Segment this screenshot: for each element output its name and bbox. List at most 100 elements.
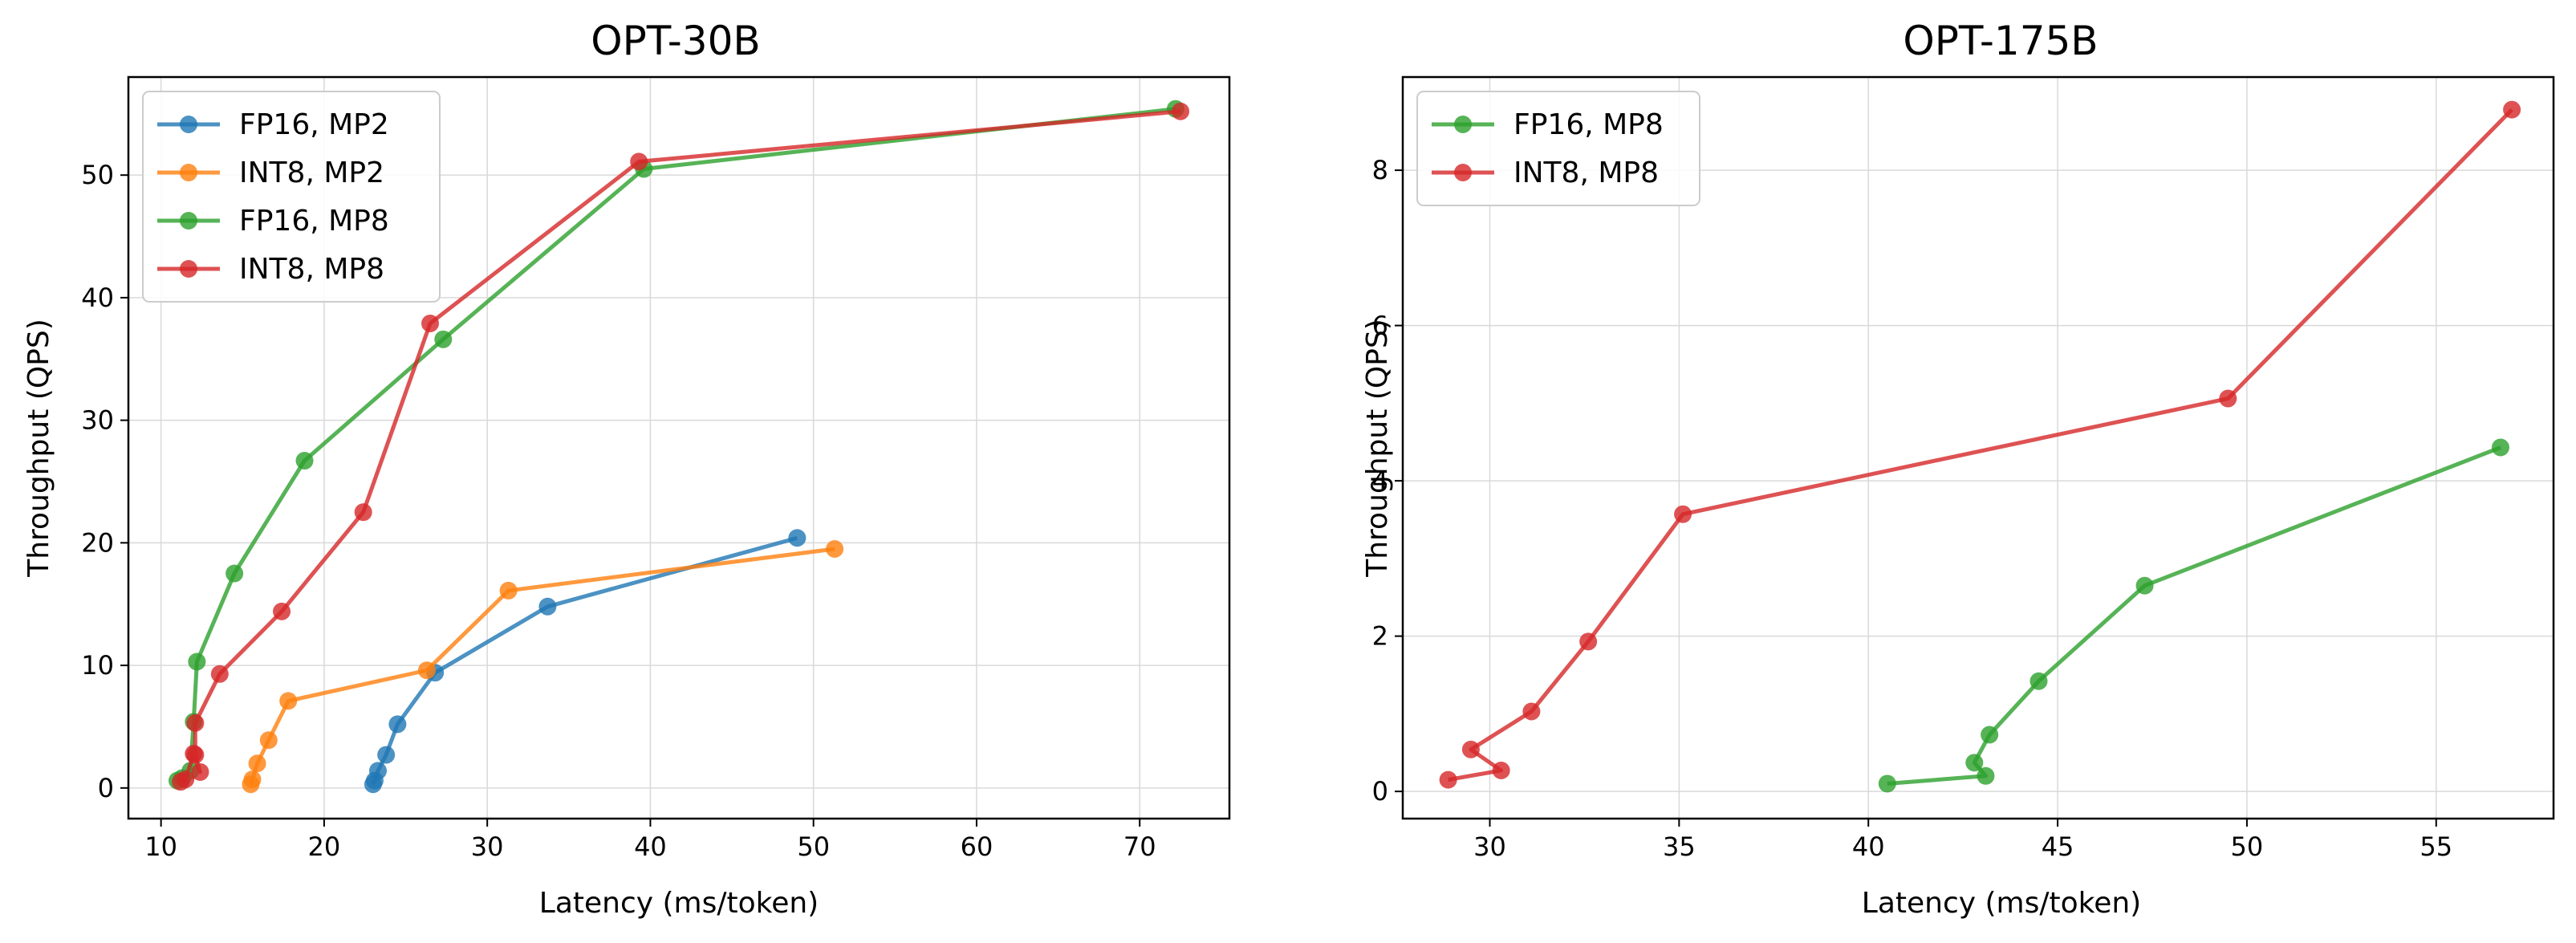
data-point — [243, 770, 262, 789]
data-point — [368, 762, 387, 780]
y-tick-label: 30 — [81, 405, 114, 436]
legend-marker — [180, 260, 197, 278]
series-int8-mp2 — [242, 540, 844, 794]
data-point — [188, 652, 206, 671]
data-point — [1439, 770, 1457, 789]
y-tick-label: 10 — [81, 650, 114, 681]
chart-opt-175b: OPT-175B 30 35 40 45 50 55 0 2 4 6 8 Latency (ms/t… — [1361, 18, 2555, 920]
data-point — [826, 540, 844, 558]
series-line — [1448, 108, 2513, 782]
legend-box — [142, 91, 441, 303]
data-point — [2491, 438, 2509, 457]
data-point — [279, 692, 298, 710]
y-axis-label: Throughput (QPS) — [1361, 319, 1394, 578]
data-point — [226, 564, 244, 583]
data-point — [1579, 632, 1598, 651]
x-tick-label: 45 — [2042, 831, 2074, 862]
legend-item: FP16, MP8 — [1432, 108, 1664, 141]
x-tick-label: 10 — [144, 831, 177, 862]
legend-marker — [180, 212, 197, 230]
x-axis-label: Latency (ms/token) — [539, 887, 819, 920]
y-axis-label: Throughput (QPS) — [22, 319, 55, 578]
series-int8-mp8 — [172, 102, 1190, 791]
legend-item: INT8, MP8 — [157, 253, 384, 286]
x-tick-label: 20 — [308, 831, 341, 862]
data-point — [248, 754, 266, 773]
legend: FP16, MP2 INT8, MP2 FP16, MP8 INT8, MP8 — [142, 91, 441, 303]
legend-item: INT8, MP2 — [157, 156, 384, 189]
data-point — [417, 661, 436, 680]
chart-title: OPT-30B — [591, 18, 760, 64]
data-point — [538, 597, 557, 616]
data-point — [273, 602, 291, 620]
data-point — [421, 314, 440, 332]
y-tick-label: 8 — [1372, 155, 1388, 185]
data-point — [499, 581, 518, 600]
data-point — [1461, 740, 1480, 758]
data-point — [1878, 774, 1896, 793]
x-tick-label: 60 — [961, 831, 993, 862]
data-point — [2030, 672, 2048, 690]
legend-label: FP16, MP8 — [1514, 108, 1664, 141]
legend-item: INT8, MP8 — [1432, 156, 1659, 189]
legend-marker — [180, 164, 197, 181]
legend-label: FP16, MP8 — [239, 205, 389, 238]
legend-label: INT8, MP2 — [239, 156, 384, 189]
chart-title: OPT-175B — [1903, 18, 2098, 64]
y-tick-label: 0 — [98, 773, 114, 803]
data-point — [1172, 102, 1190, 120]
series-fp16-mp2 — [364, 529, 807, 794]
legend-marker — [1454, 164, 1472, 181]
y-tick-label: 2 — [1372, 621, 1388, 652]
data-point — [434, 330, 453, 348]
data-point — [186, 746, 205, 764]
data-point — [259, 731, 278, 750]
data-point — [788, 529, 807, 547]
plot-frame — [1401, 75, 2555, 820]
data-point — [177, 770, 195, 789]
data-point — [354, 503, 372, 522]
data-point — [1977, 766, 1995, 785]
data-point — [210, 665, 229, 683]
x-tick-label: 35 — [1663, 831, 1696, 862]
legend-item: FP16, MP8 — [157, 205, 389, 238]
data-point — [630, 152, 648, 171]
series-layer — [1439, 100, 2521, 793]
legend: FP16, MP8 INT8, MP8 — [1416, 91, 1700, 206]
data-point — [1522, 702, 1541, 721]
x-tick-label: 40 — [1852, 831, 1885, 862]
series-line — [249, 547, 835, 786]
y-tick-label: 20 — [81, 527, 114, 558]
plot-frame — [127, 75, 1231, 820]
x-tick-label: 50 — [2231, 831, 2264, 862]
x-tick-label: 40 — [634, 831, 667, 862]
data-point — [377, 746, 396, 764]
x-tick-label: 30 — [1473, 831, 1506, 862]
y-tick-label: 6 — [1372, 311, 1388, 341]
series-fp16-mp8 — [1878, 438, 2509, 793]
data-point — [1674, 505, 1692, 523]
x-tick-label: 30 — [471, 831, 504, 862]
y-tick-label: 4 — [1372, 465, 1388, 496]
tick-layer: 10 20 30 40 50 60 70 0 10 20 30 40 50 — [81, 160, 1156, 862]
legend-label: INT8, MP8 — [1514, 156, 1659, 189]
x-tick-label: 55 — [2420, 831, 2452, 862]
legend-box — [1416, 91, 1700, 206]
legend-label: INT8, MP8 — [239, 253, 384, 286]
data-point — [191, 762, 209, 781]
data-point — [2135, 576, 2154, 595]
chart-opt-30b: OPT-30B 10 20 30 40 50 60 70 0 10 20 30 40 50 Latenc… — [22, 18, 1231, 920]
series-line — [1887, 445, 2501, 786]
legend-marker — [180, 116, 197, 133]
data-point — [1965, 754, 1984, 772]
data-point — [388, 715, 407, 734]
y-tick-label: 40 — [81, 282, 114, 313]
x-tick-label: 50 — [797, 831, 830, 862]
y-tick-label: 0 — [1372, 776, 1388, 807]
series-layer — [168, 100, 1190, 794]
data-point — [2503, 100, 2521, 119]
data-point — [1981, 726, 1999, 744]
x-axis-label: Latency (ms/token) — [1862, 887, 2141, 920]
x-tick-label: 70 — [1123, 831, 1156, 862]
